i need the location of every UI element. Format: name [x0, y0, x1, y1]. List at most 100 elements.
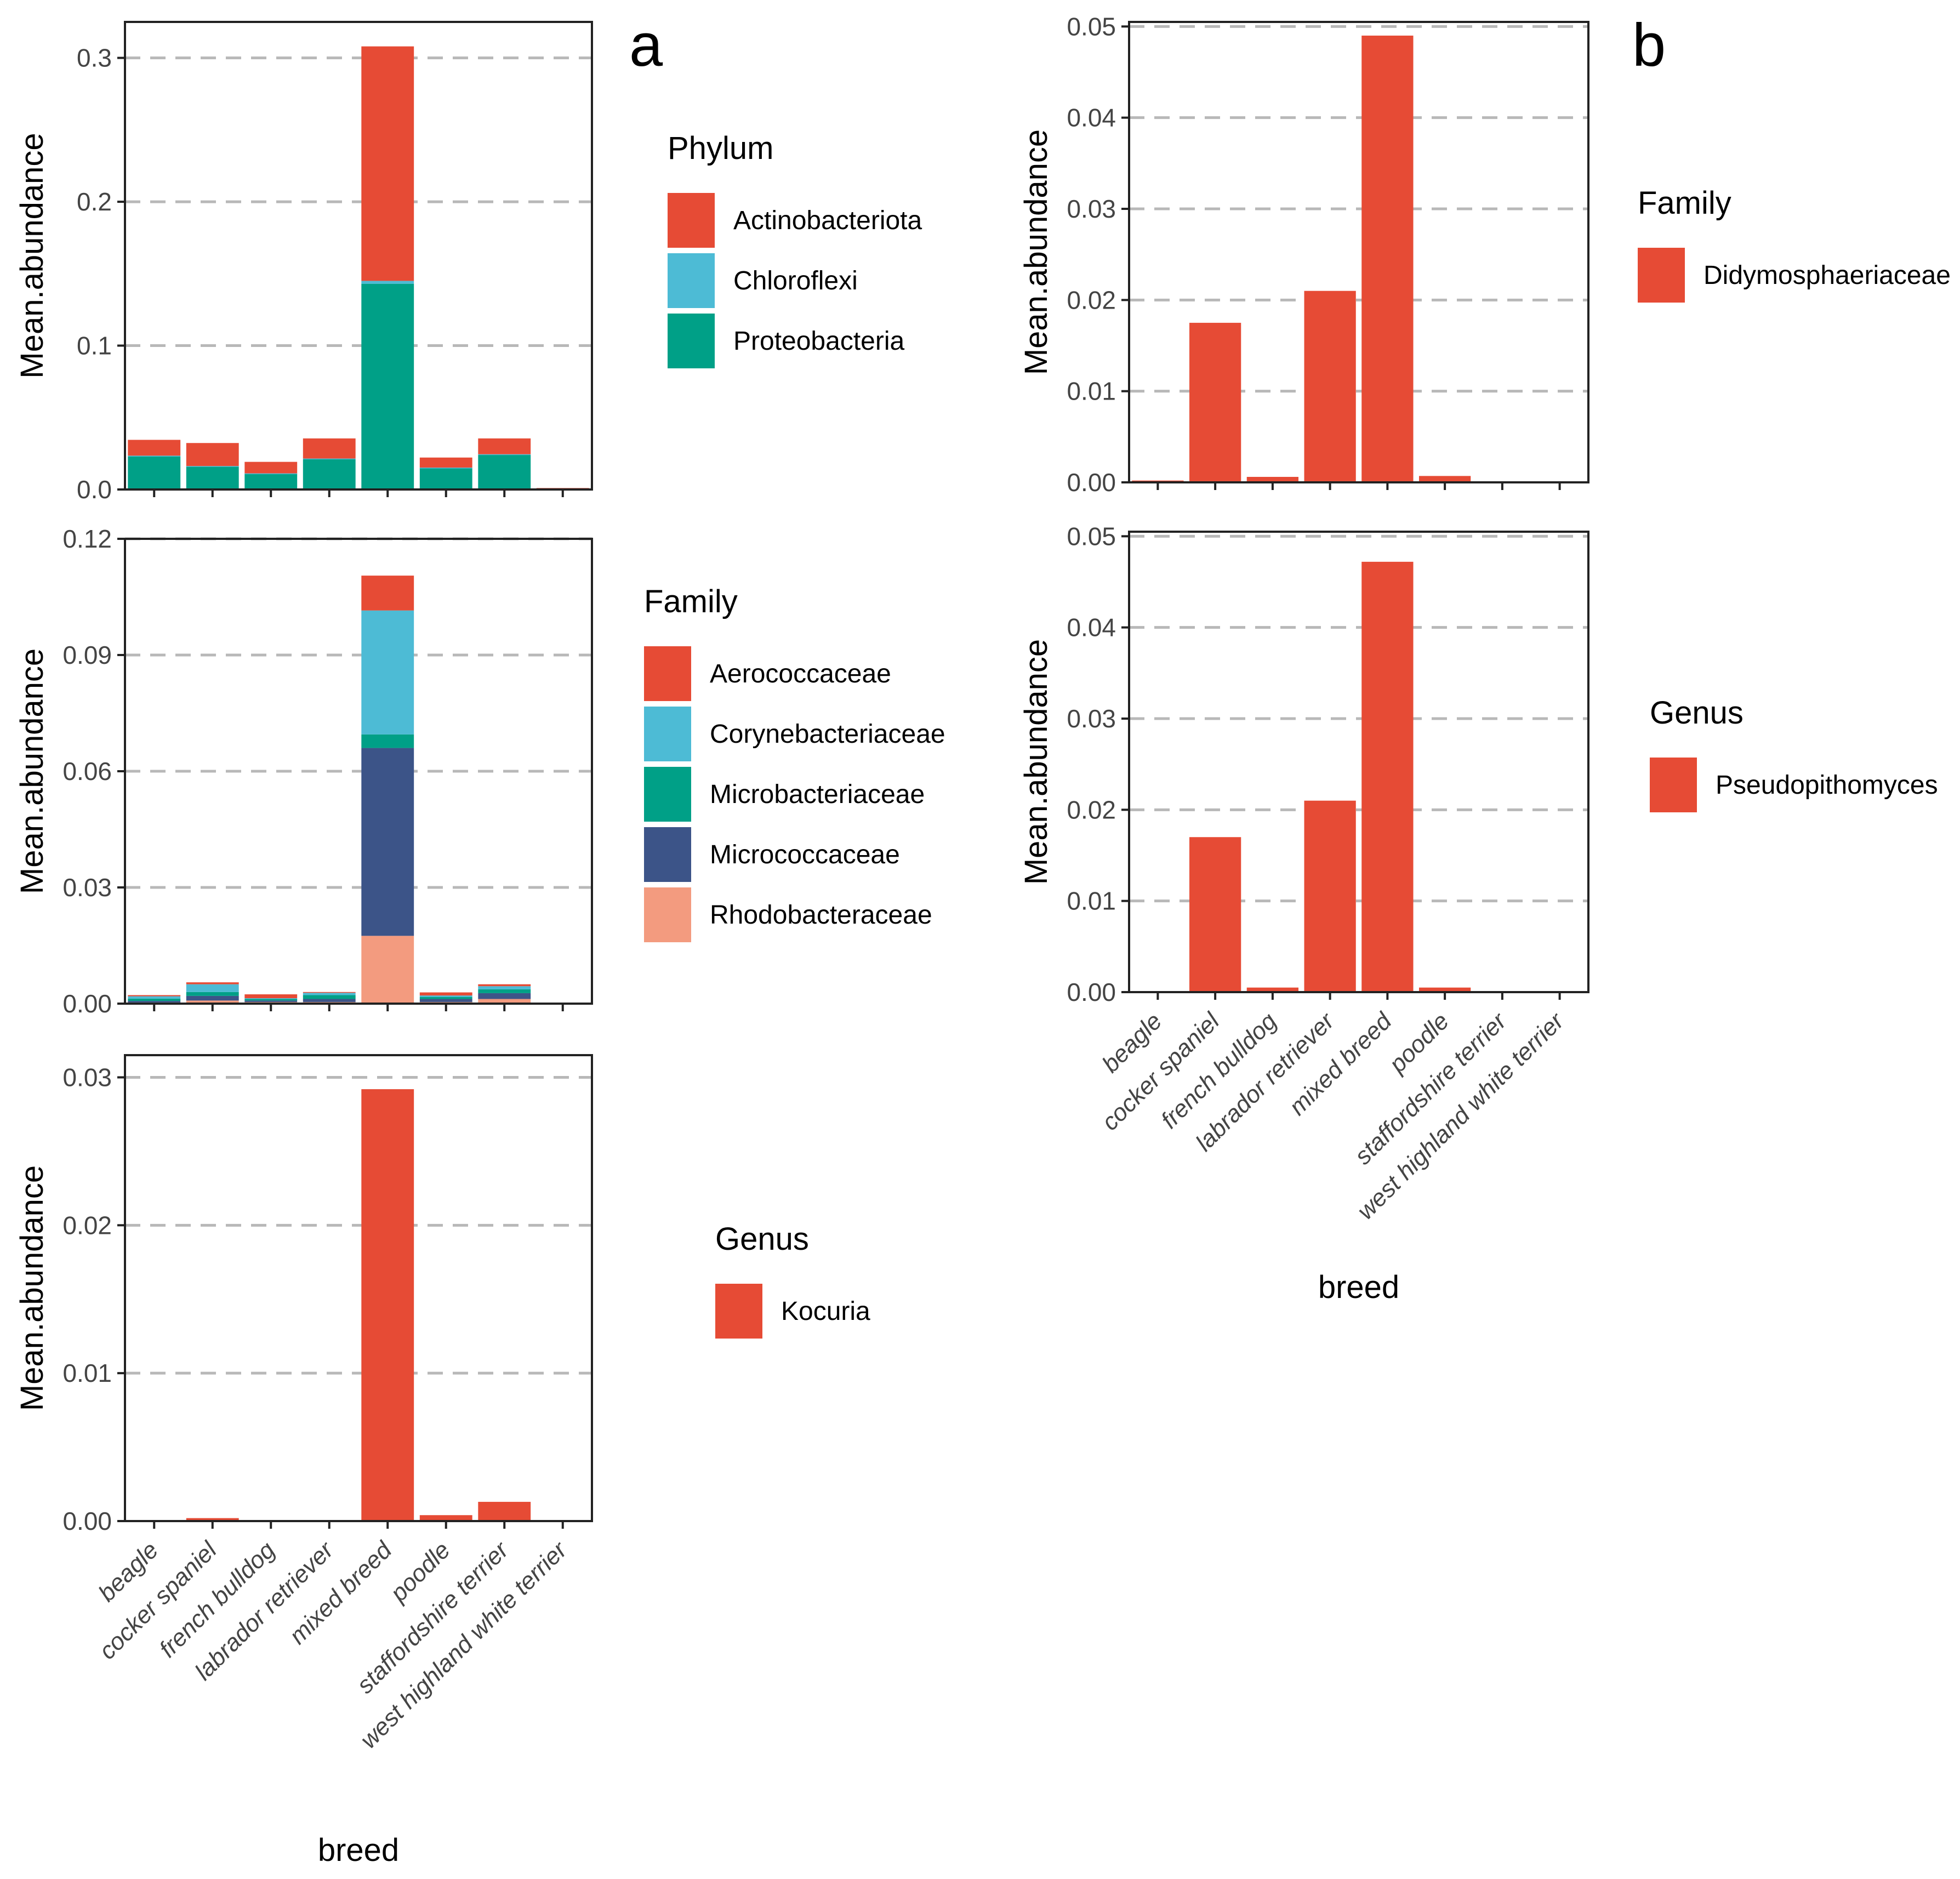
bar-kocuria-cocker-spaniel — [186, 1518, 239, 1521]
bar-corynebacteriaceae-beagle — [128, 996, 181, 999]
legend-swatch — [644, 767, 691, 822]
legend-title: Genus — [715, 1221, 809, 1257]
legend-label: Aerococcaceae — [710, 659, 891, 688]
y-tick-label: 0.02 — [1067, 795, 1116, 824]
panel-label-b: b — [1632, 12, 1666, 79]
y-tick-label: 0.12 — [62, 525, 112, 553]
bar-chloroflexi-cocker-spaniel — [186, 466, 239, 467]
y-axis-label: Mean.abundance — [14, 133, 50, 378]
y-axis-label: Mean.abundance — [14, 1165, 50, 1411]
chart-a1: 0.0 0.1 0.2 0.3 Mean.abundance Phylum Actinoba… — [14, 21, 922, 504]
legend-label: Kocuria — [781, 1297, 870, 1326]
bar-aerococcaceae-labrador-retriever — [303, 992, 356, 993]
bar-proteobacteria-staffordshire-terrier — [478, 455, 531, 489]
panel-label-a: a — [629, 12, 663, 79]
bar-corynebacteriaceae-poodle — [419, 995, 472, 997]
legend-swatch — [668, 193, 715, 248]
legend-label: Actinobacteriota — [733, 206, 922, 235]
bar-micrococcaceae-poodle — [419, 999, 472, 1003]
y-tick-label: 0.04 — [1067, 613, 1116, 642]
bar-actinobacteriota-labrador-retriever — [303, 438, 356, 459]
legend-b2: Genus Pseudopithomyces — [1650, 695, 1938, 812]
y-tick-label: 0.00 — [62, 1507, 112, 1535]
legend-swatch — [644, 827, 691, 882]
bar-didymosphaeriaceae-french-bulldog — [1246, 477, 1299, 482]
chart-b2: 0.000.010.020.030.040.05Mean.abundancebe… — [1018, 522, 1938, 1305]
bar-aerococcaceae-poodle — [419, 992, 472, 996]
bar-kocuria-poodle — [419, 1515, 472, 1521]
legend-label: Micrococcaceae — [710, 840, 900, 869]
legend-label: Chloroflexi — [733, 266, 858, 295]
bar-pseudopithomyces-poodle — [1418, 987, 1471, 992]
bar-microbacteriaceae-staffordshire-terrier — [478, 989, 531, 993]
bar-proteobacteria-beagle — [128, 456, 181, 489]
legend-title: Genus — [1650, 695, 1744, 731]
legend-title: Family — [1638, 185, 1731, 221]
bar-proteobacteria-poodle — [419, 468, 472, 489]
y-tick-label: 0.2 — [77, 187, 112, 216]
bar-corynebacteriaceae-french-bulldog — [244, 998, 298, 999]
y-tick-label: 0.05 — [1067, 522, 1116, 550]
y-tick-label: 0.3 — [77, 44, 112, 72]
bar-microbacteriaceae-french-bulldog — [244, 999, 298, 1001]
bar-actinobacteriota-staffordshire-terrier — [478, 438, 531, 454]
y-tick-label: 0.03 — [1067, 704, 1116, 733]
bar-microbacteriaceae-mixed-breed — [361, 734, 414, 748]
bar-proteobacteria-french-bulldog — [244, 474, 298, 489]
bar-corynebacteriaceae-labrador-retriever — [303, 993, 356, 995]
y-tick-label: 0.01 — [1067, 887, 1116, 915]
panel-border — [124, 21, 593, 491]
bar-proteobacteria-cocker-spaniel — [186, 466, 239, 489]
bar-chloroflexi-labrador-retriever — [303, 458, 356, 460]
bar-aerococcaceae-french-bulldog — [244, 994, 298, 999]
bar-pseudopithomyces-labrador-retriever — [1304, 800, 1356, 992]
bar-rhodobacteraceae-cocker-spaniel — [186, 1000, 239, 1004]
bar-actinobacteriota-cocker-spaniel — [186, 443, 239, 466]
bar-proteobacteria-mixed-breed — [361, 283, 414, 489]
bar-aerococcaceae-beagle — [128, 995, 181, 997]
bar-kocuria-staffordshire-terrier — [478, 1501, 531, 1521]
legend-swatch — [715, 1284, 762, 1339]
charts-container: 0.0 0.1 0.2 0.3 Mean.abundance Phylum Actinoba… — [14, 12, 1951, 1868]
bar-rhodobacteraceae-mixed-breed — [361, 936, 414, 1004]
bar-microbacteriaceae-cocker-spaniel — [186, 992, 239, 996]
bar-corynebacteriaceae-cocker-spaniel — [186, 984, 239, 992]
panel-border — [124, 1054, 593, 1522]
bar-actinobacteriota-mixed-breed — [361, 46, 414, 281]
bar-chloroflexi-poodle — [419, 468, 472, 469]
legend-label: Rhodobacteraceae — [710, 901, 932, 930]
bar-micrococcaceae-labrador-retriever — [303, 999, 356, 1003]
bar-micrococcaceae-french-bulldog — [244, 1000, 298, 1003]
bar-pseudopithomyces-french-bulldog — [1246, 987, 1299, 992]
y-tick-label: 0.1 — [77, 332, 112, 360]
legend-swatch — [668, 253, 715, 308]
bar-actinobacteriota-poodle — [419, 457, 472, 468]
bar-proteobacteria-labrador-retriever — [303, 459, 356, 489]
panel-border — [1128, 531, 1589, 993]
legend-swatch — [644, 646, 691, 701]
legend-title: Family — [644, 584, 738, 619]
y-tick-label: 0.01 — [1067, 377, 1116, 406]
bar-didymosphaeriaceae-mixed-breed — [1361, 35, 1414, 482]
bar-micrococcaceae-cocker-spaniel — [186, 995, 239, 1001]
legend-a3: Genus Kocuria — [715, 1221, 870, 1339]
bar-didymosphaeriaceae-cocker-spaniel — [1189, 322, 1241, 482]
bar-pseudopithomyces-mixed-breed — [1361, 561, 1414, 992]
legend-swatch — [1638, 248, 1685, 303]
bar-micrococcaceae-staffordshire-terrier — [478, 993, 531, 999]
y-tick-label: 0.02 — [62, 1211, 112, 1239]
legend-label: Pseudopithomyces — [1716, 771, 1938, 800]
bar-corynebacteriaceae-staffordshire-terrier — [478, 986, 531, 989]
bar-pseudopithomyces-cocker-spaniel — [1189, 837, 1241, 992]
chart-a3: 0.000.010.020.03Mean.abundancebeaglecock… — [14, 1054, 870, 1868]
legend-b1: Family Didymosphaeriaceae — [1638, 185, 1951, 303]
bar-aerococcaceae-mixed-breed — [361, 576, 414, 611]
legend-a2: Family Aerococcaceae Corynebacteriaceae Mic… — [644, 584, 945, 942]
bar-rhodobacteraceae-staffordshire-terrier — [478, 999, 531, 1004]
bar-microbacteriaceae-poodle — [419, 997, 472, 999]
legend-a1: Phylum Actinobacteriota Chloroflexi Proteob… — [668, 130, 922, 368]
x-axis-label: breed — [1318, 1269, 1399, 1305]
y-tick-label: 0.03 — [62, 1063, 112, 1091]
y-tick-label: 0.05 — [1067, 12, 1116, 41]
y-tick-label: 0.02 — [1067, 286, 1116, 314]
